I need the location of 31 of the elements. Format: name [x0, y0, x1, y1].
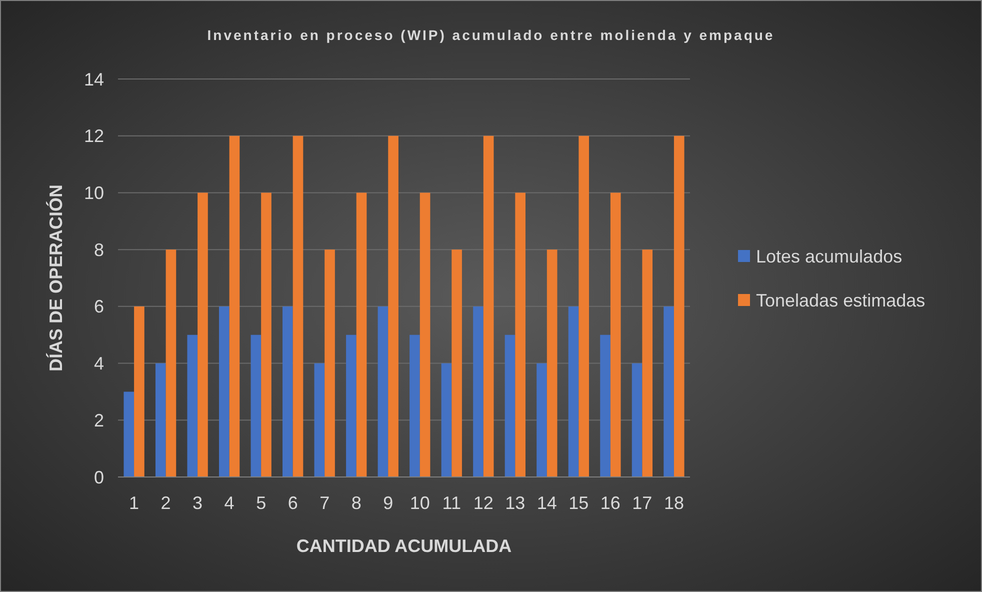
x-tick-label: 12 — [473, 493, 494, 513]
y-tick-label: 10 — [84, 183, 104, 204]
x-tick-label: 16 — [600, 493, 620, 513]
y-tick-label: 2 — [94, 410, 104, 430]
x-tick-label: 10 — [410, 493, 430, 513]
x-tick-label: 18 — [664, 493, 684, 513]
y-axis-title: DÍAS DE OPERACIÓN — [46, 184, 66, 372]
y-tick-label: 4 — [94, 354, 104, 374]
x-tick-label: 11 — [442, 493, 461, 513]
chart-title: Inventario en proceso (WIP) acumulado entre molienda y empaque — [207, 27, 775, 43]
x-tick-label: 1 — [129, 493, 140, 513]
y-tick-label: 0 — [94, 467, 104, 488]
x-tick-label: 6 — [288, 493, 298, 513]
legend-label: Toneladas estimadas — [756, 290, 926, 310]
y-tick-label: 8 — [94, 240, 104, 260]
legend-label: Lotes acumulados — [756, 246, 902, 266]
y-tick-label: 14 — [84, 69, 104, 90]
x-tick-label: 2 — [160, 493, 171, 513]
x-tick-label: 17 — [632, 493, 652, 513]
x-tick-label: 14 — [536, 493, 557, 513]
x-axis-title: CANTIDAD ACUMULADA — [296, 536, 512, 556]
y-tick-label: 6 — [94, 296, 104, 317]
x-tick-label: 4 — [224, 493, 234, 513]
x-tick-label: 9 — [383, 493, 394, 513]
y-tick-label: 12 — [84, 126, 104, 146]
x-tick-label: 5 — [256, 493, 266, 513]
x-tick-label: 3 — [192, 493, 203, 513]
x-tick-label: 8 — [351, 493, 362, 513]
x-tick-label: 7 — [320, 493, 330, 513]
x-tick-label: 15 — [568, 493, 589, 513]
x-tick-label: 13 — [505, 493, 526, 513]
